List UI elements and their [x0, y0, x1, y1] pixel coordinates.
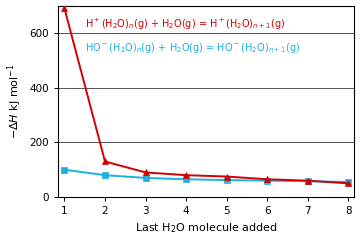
X-axis label: Last H$_2$O molecule added: Last H$_2$O molecule added [135, 222, 278, 235]
Y-axis label: $-ΔH$ kJ mol$^{-1}$: $-ΔH$ kJ mol$^{-1}$ [5, 63, 24, 139]
Text: H$^+$(H$_2$O)$_n$(g) + H$_2$O(g) = H$^+$(H$_2$O)$_{n+1}$(g): H$^+$(H$_2$O)$_n$(g) + H$_2$O(g) = H$^+$… [85, 16, 285, 32]
Text: HO$^-$(H$_2$O)$_n$(g) + H$_2$O(g) = HO$^-$(H$_2$O)$_{n+1}$(g): HO$^-$(H$_2$O)$_n$(g) + H$_2$O(g) = HO$^… [85, 41, 300, 55]
